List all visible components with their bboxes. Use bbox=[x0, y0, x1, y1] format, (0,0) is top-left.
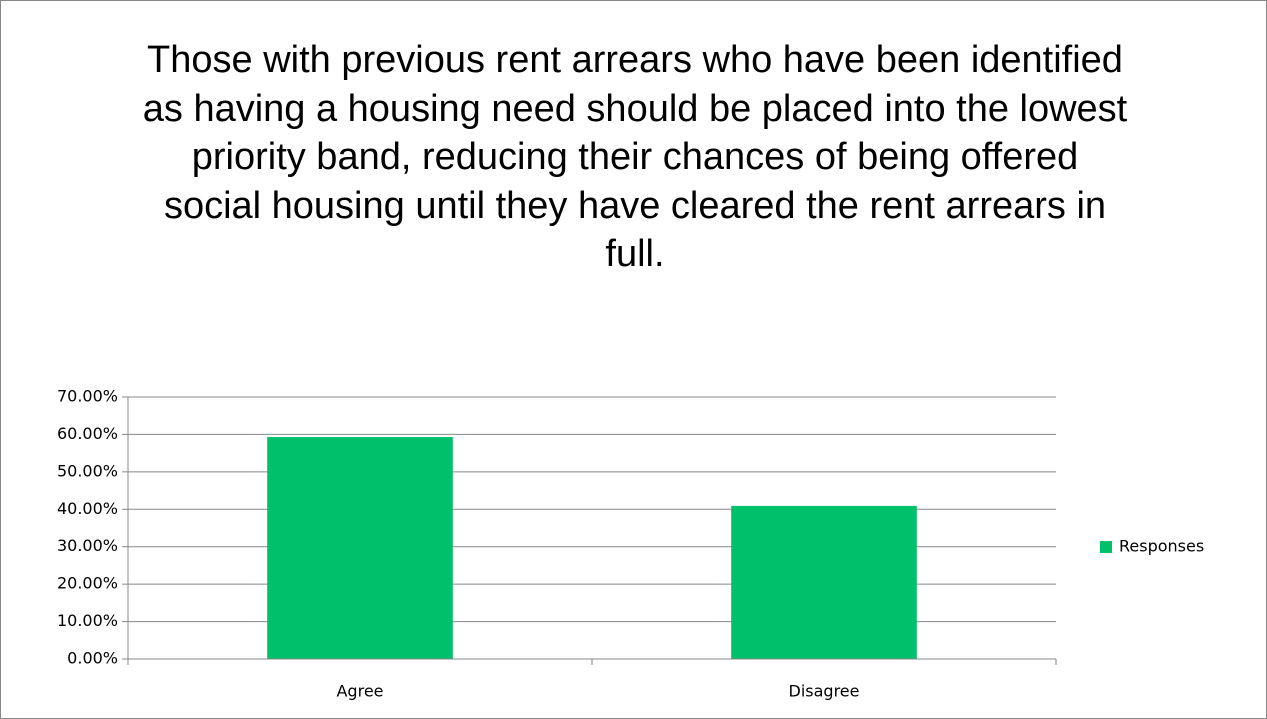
bar bbox=[731, 505, 917, 659]
y-tick-label: 10.00% bbox=[57, 611, 118, 630]
y-tick-label: 0.00% bbox=[67, 649, 118, 668]
legend-swatch bbox=[1100, 541, 1112, 553]
y-tick-label: 40.00% bbox=[57, 499, 118, 518]
y-tick-label: 30.00% bbox=[57, 536, 118, 555]
y-tick-label: 70.00% bbox=[57, 387, 118, 406]
bar bbox=[267, 437, 453, 659]
y-tick-label: 50.00% bbox=[57, 461, 118, 480]
x-tick-label: Disagree bbox=[789, 682, 860, 701]
y-tick-label: 60.00% bbox=[57, 424, 118, 443]
y-tick-label: 20.00% bbox=[57, 574, 118, 593]
chart-title: Those with previous rent arrears who hav… bbox=[142, 39, 1128, 275]
x-tick-label: Agree bbox=[336, 682, 383, 701]
legend-label: Responses bbox=[1119, 537, 1204, 556]
